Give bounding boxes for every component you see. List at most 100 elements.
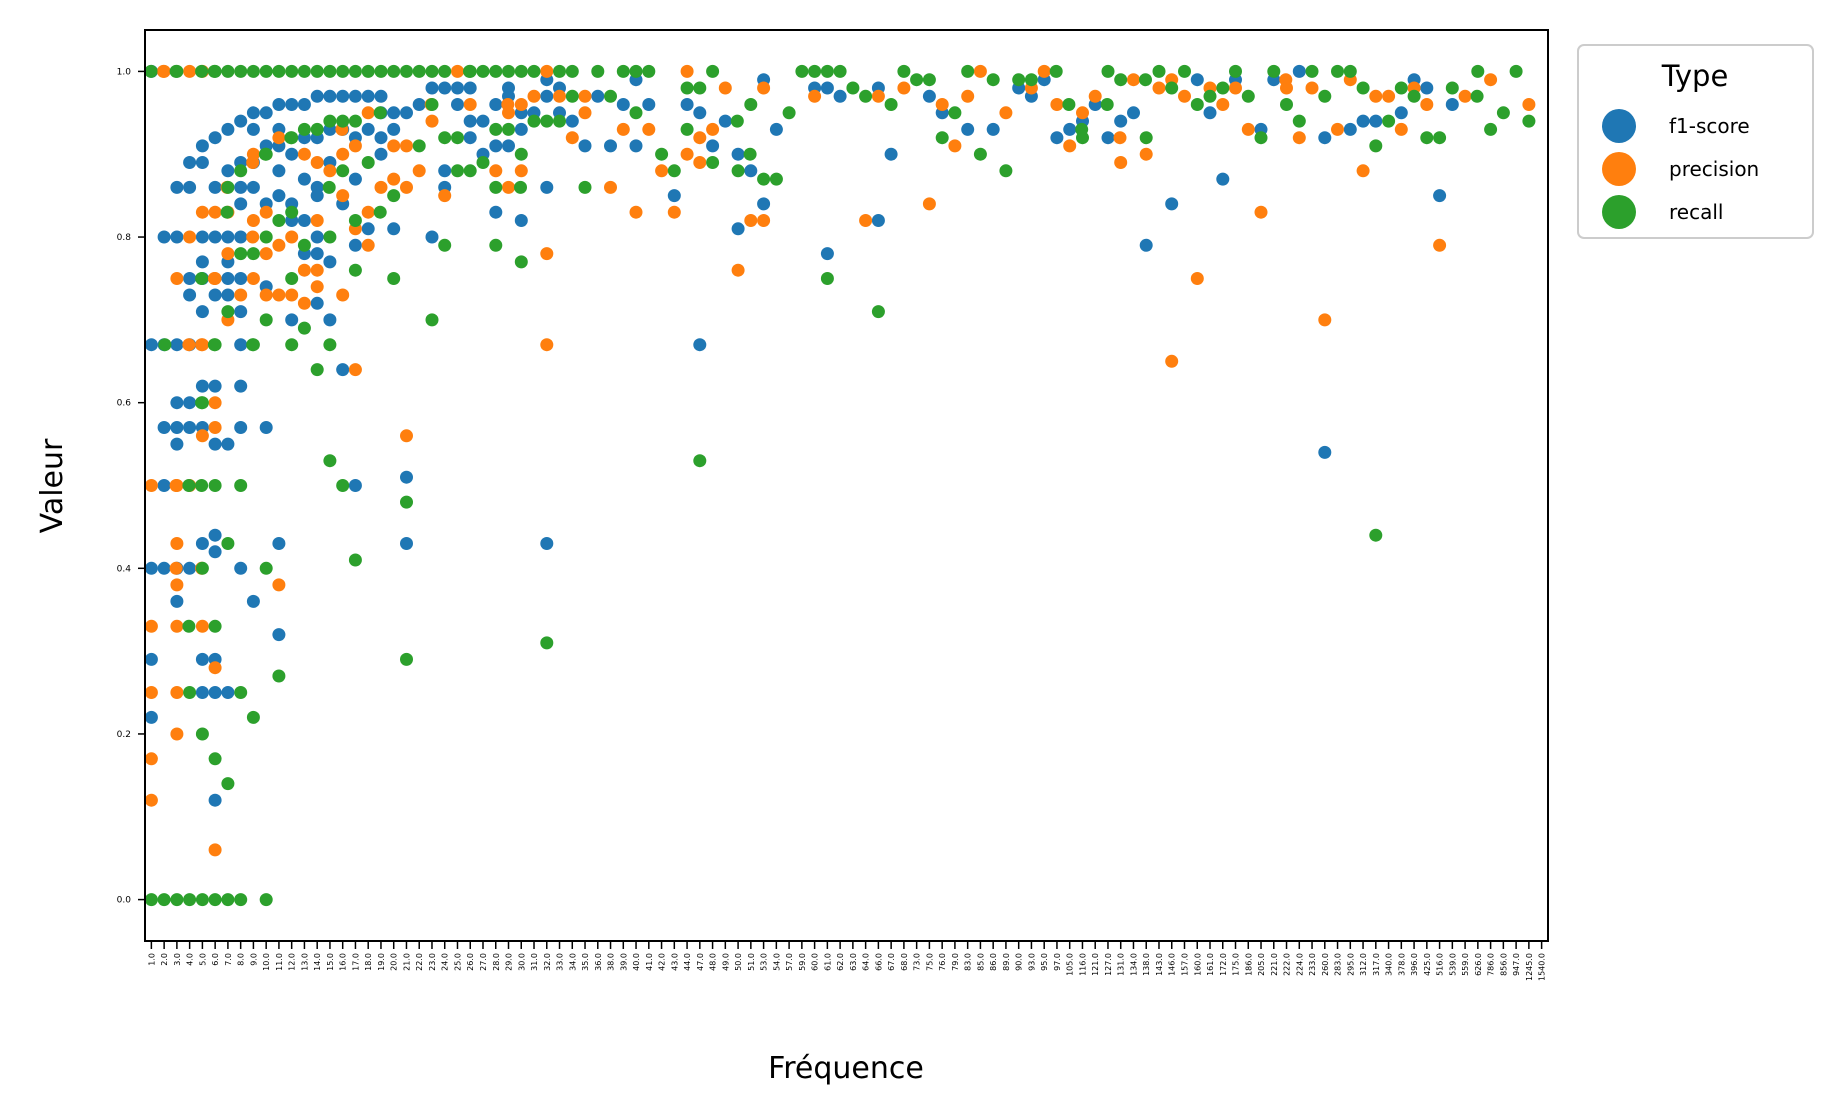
data-point-recall (336, 64, 350, 78)
data-point-precision (170, 727, 184, 741)
data-point-recall (234, 479, 248, 492)
data-point-precision (259, 205, 273, 219)
data-point-recall (476, 156, 490, 169)
x-tick-label: 27.0 (479, 953, 488, 971)
data-point-recall (1343, 64, 1357, 78)
data-point-precision (514, 98, 528, 111)
x-tick-label: 378.0 (1397, 953, 1406, 976)
data-point-precision (336, 189, 350, 203)
data-point-recall (489, 64, 503, 78)
data-point-f1-score (1063, 122, 1077, 136)
data-point-f1-score (540, 89, 554, 103)
data-point-recall (195, 479, 209, 492)
data-point-precision (693, 131, 707, 145)
data-point-precision (871, 89, 885, 103)
data-point-precision (170, 272, 184, 285)
data-point-f1-score (667, 189, 681, 203)
data-point-precision (973, 64, 987, 78)
data-point-recall (1470, 89, 1484, 103)
data-point-f1-score (1394, 106, 1408, 120)
data-point-precision (195, 619, 209, 633)
data-point-recall (221, 180, 235, 194)
data-point-f1-score (489, 205, 503, 219)
data-point-f1-score (387, 106, 401, 120)
data-point-recall (285, 131, 299, 145)
data-point-recall (1139, 73, 1152, 87)
data-point-f1-score (348, 172, 362, 186)
y-axis-label: Valeur (35, 438, 70, 533)
data-point-f1-score (208, 528, 222, 542)
data-point-f1-score (1445, 98, 1459, 111)
data-point-precision (170, 619, 184, 633)
data-point-precision (259, 288, 273, 302)
data-point-f1-score (514, 122, 528, 136)
data-point-recall (1369, 528, 1383, 542)
x-tick-label: 26.0 (466, 953, 475, 971)
data-point-recall (935, 131, 949, 145)
data-point-precision (540, 247, 554, 261)
data-point-recall (259, 230, 273, 244)
data-point-precision (706, 122, 720, 136)
x-tick-label: 54.0 (772, 953, 781, 971)
data-point-precision (170, 578, 184, 592)
data-point-f1-score (412, 98, 426, 111)
data-point-f1-score (234, 197, 248, 211)
legend-marker-f1-score (1602, 109, 1636, 143)
data-point-recall (514, 255, 528, 269)
x-tick-label: 93.0 (1027, 953, 1036, 971)
data-point-precision (310, 214, 324, 227)
x-tick-label: 17.0 (351, 953, 360, 971)
data-point-f1-score (438, 164, 452, 178)
data-point-precision (144, 686, 158, 699)
x-tick-label: 61.0 (823, 953, 832, 971)
data-point-f1-score (489, 139, 503, 153)
data-point-precision (400, 139, 413, 153)
x-tick-label: 57.0 (785, 953, 794, 971)
data-point-recall (259, 313, 273, 327)
x-tick-label: 95.0 (1040, 953, 1049, 971)
data-point-f1-score (285, 313, 299, 327)
data-point-f1-score (272, 189, 286, 203)
data-point-precision (1356, 164, 1370, 178)
data-point-recall (1062, 98, 1076, 111)
data-point-recall (820, 272, 834, 285)
data-point-recall (400, 652, 413, 666)
data-point-f1-score (820, 247, 834, 261)
data-point-precision (1050, 98, 1064, 111)
data-point-recall (412, 139, 426, 153)
data-point-f1-score (259, 421, 273, 434)
y-tick-label: 0.8 (117, 233, 132, 243)
data-point-precision (489, 164, 503, 178)
data-point-f1-score (1114, 114, 1128, 128)
data-point-recall (221, 777, 235, 791)
data-point-recall (1216, 81, 1230, 95)
data-point-recall (476, 64, 490, 78)
data-point-recall (373, 106, 387, 120)
data-point-f1-score (871, 214, 885, 227)
data-point-precision (272, 131, 286, 145)
plot-frame (144, 29, 1549, 942)
data-point-f1-score (374, 131, 388, 145)
data-point-f1-score (221, 164, 235, 178)
data-point-f1-score (361, 222, 375, 236)
data-point-precision (1280, 81, 1293, 95)
data-point-f1-score (170, 180, 184, 194)
data-point-f1-score (361, 122, 375, 136)
data-point-recall (144, 64, 158, 78)
data-point-recall (183, 686, 197, 699)
data-point-recall (986, 73, 1000, 87)
data-point-f1-score (208, 180, 222, 194)
data-point-precision (999, 106, 1013, 120)
data-point-precision (361, 106, 375, 120)
x-tick-label: 60.0 (811, 953, 820, 971)
data-point-f1-score (922, 89, 936, 103)
x-tick-label: 18.0 (364, 953, 373, 971)
data-point-recall (859, 89, 873, 103)
data-point-f1-score (208, 131, 222, 145)
data-point-recall (1203, 89, 1217, 103)
data-point-f1-score (170, 338, 184, 352)
data-point-recall (400, 64, 413, 78)
data-point-recall (463, 164, 477, 178)
x-tick-label: 4.0 (186, 953, 195, 966)
